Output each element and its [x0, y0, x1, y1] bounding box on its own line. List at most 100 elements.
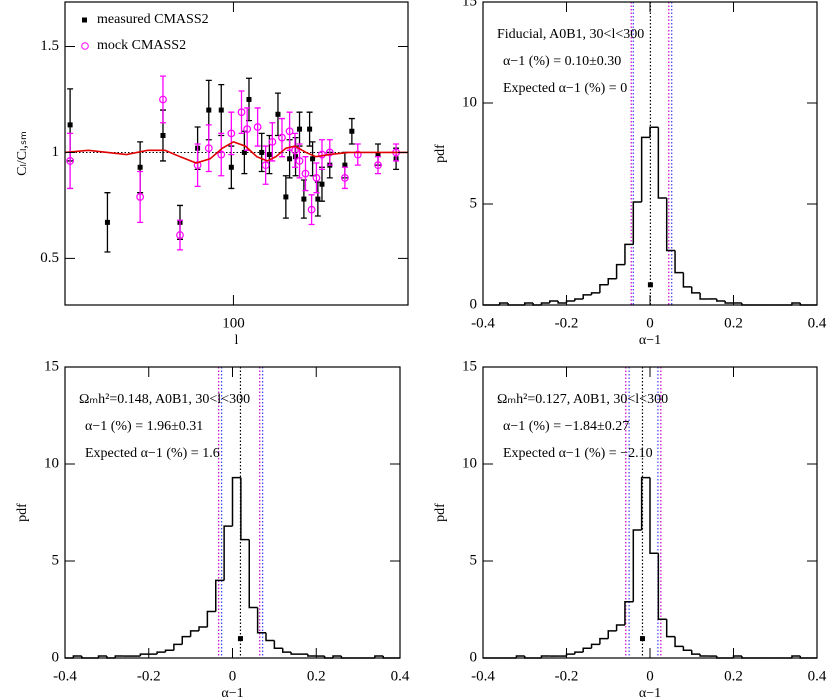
measured-point	[237, 636, 243, 642]
error-bar	[318, 139, 325, 171]
histogram-step	[657, 127, 667, 199]
histogram-step	[657, 553, 667, 620]
histogram-step	[699, 654, 709, 657]
histogram-step	[682, 646, 692, 651]
histogram-step	[290, 652, 300, 655]
annotation: Expected α−1 (%) = −2.10	[503, 446, 653, 461]
histogram-step	[240, 477, 250, 541]
y-tick-label: 0	[470, 649, 478, 665]
annotation: Expected α−1 (%) = 0	[503, 81, 627, 96]
data-point	[67, 122, 73, 128]
plot-frame	[64, 1, 409, 306]
panel: measured CMASS2 mock CMASS2 100 0.5 1 1.5 l Cₗ/…	[15, 1, 409, 348]
data-point	[374, 161, 382, 170]
x-tick-label: 0.2	[724, 668, 743, 684]
error-bar	[341, 166, 348, 190]
legend-label: measured CMASS2	[97, 12, 209, 27]
data-point	[159, 95, 167, 104]
error-bar	[326, 139, 333, 166]
histogram-step	[498, 302, 509, 305]
y-axis-label: pdf	[433, 503, 448, 522]
y-axis-label: Cₗ/Cₗ,ₛₘ	[15, 131, 30, 176]
data-point	[66, 157, 75, 165]
measured-point	[647, 282, 653, 288]
histogram-step	[164, 649, 174, 653]
error-bar	[176, 219, 183, 251]
histogram-step	[540, 302, 550, 305]
data-point	[160, 132, 166, 138]
data-point	[310, 156, 316, 162]
histogram-step	[682, 272, 692, 288]
error-bar	[228, 111, 235, 156]
histogram-step	[590, 643, 600, 649]
data-point	[243, 125, 252, 134]
data-point	[217, 150, 226, 159]
histogram-step	[691, 286, 701, 294]
histogram-step	[640, 476, 650, 530]
x-tick-label: 100	[222, 315, 245, 331]
measured-point	[639, 636, 645, 642]
histogram-step	[181, 635, 191, 645]
histogram-step	[674, 250, 684, 274]
y-tick-label: 1	[52, 144, 60, 160]
error-bar	[194, 143, 201, 187]
data-point	[312, 173, 321, 182]
data-point	[266, 152, 272, 158]
x-tick-label: -0.4	[471, 315, 495, 331]
histogram-step	[198, 626, 208, 631]
histogram-step	[231, 476, 241, 527]
legend-marker	[82, 17, 87, 23]
error-bar	[302, 156, 309, 192]
data-point	[176, 231, 184, 239]
data-point	[349, 128, 355, 134]
error-bar	[238, 90, 245, 135]
histogram-step	[632, 529, 642, 602]
x-tick-label: -0.2	[555, 315, 579, 331]
histogram-step	[374, 655, 384, 658]
x-axis-label: α−1	[639, 686, 661, 700]
error-bar	[67, 132, 74, 190]
histogram-step	[691, 650, 701, 655]
x-tick-label: 0	[229, 668, 237, 684]
annotation: Fiducial, A0B1, 30<l<300	[497, 27, 644, 42]
data-point	[228, 164, 234, 170]
data-point	[307, 126, 313, 132]
data-point	[291, 146, 299, 155]
error-bar	[375, 156, 382, 175]
y-tick-label: 0	[470, 296, 478, 312]
data-point	[204, 144, 213, 153]
data-point	[283, 194, 289, 200]
panel: Ωₘh²=0.148, A0B1, 30<l<300 α−1 (%) = 1.96…	[15, 358, 410, 700]
histogram-step	[307, 654, 317, 657]
y-axis-label: pdf	[433, 144, 448, 163]
error-bar	[218, 132, 225, 177]
y-tick-label: 5	[470, 195, 478, 211]
x-tick-label: 0.4	[808, 315, 827, 331]
data-point	[301, 169, 310, 178]
histogram-step	[574, 651, 584, 655]
error-bar	[291, 132, 298, 168]
histogram-step	[549, 300, 559, 303]
x-tick-label: -0.2	[555, 668, 579, 684]
x-tick-label: -0.2	[137, 668, 161, 684]
histogram-step	[565, 653, 575, 657]
annotation: Ωₘh²=0.148, A0B1, 30<l<300	[79, 392, 250, 407]
model-line	[64, 140, 408, 164]
histogram-step	[72, 655, 82, 658]
histogram-step	[282, 648, 292, 653]
data-point	[259, 149, 265, 155]
error-bar	[159, 75, 166, 124]
x-axis-label: α−1	[221, 686, 243, 700]
histogram-step	[607, 630, 617, 639]
data-point	[261, 161, 270, 170]
y-axis-label: pdf	[15, 503, 30, 522]
error-bar	[262, 145, 269, 185]
error-bar	[313, 162, 320, 194]
histogram-step	[716, 298, 726, 302]
histogram-step	[607, 277, 617, 285]
histogram-step	[273, 640, 283, 650]
x-tick-label: 0	[646, 315, 654, 331]
histogram-step	[615, 624, 625, 631]
histogram-step	[524, 302, 534, 305]
